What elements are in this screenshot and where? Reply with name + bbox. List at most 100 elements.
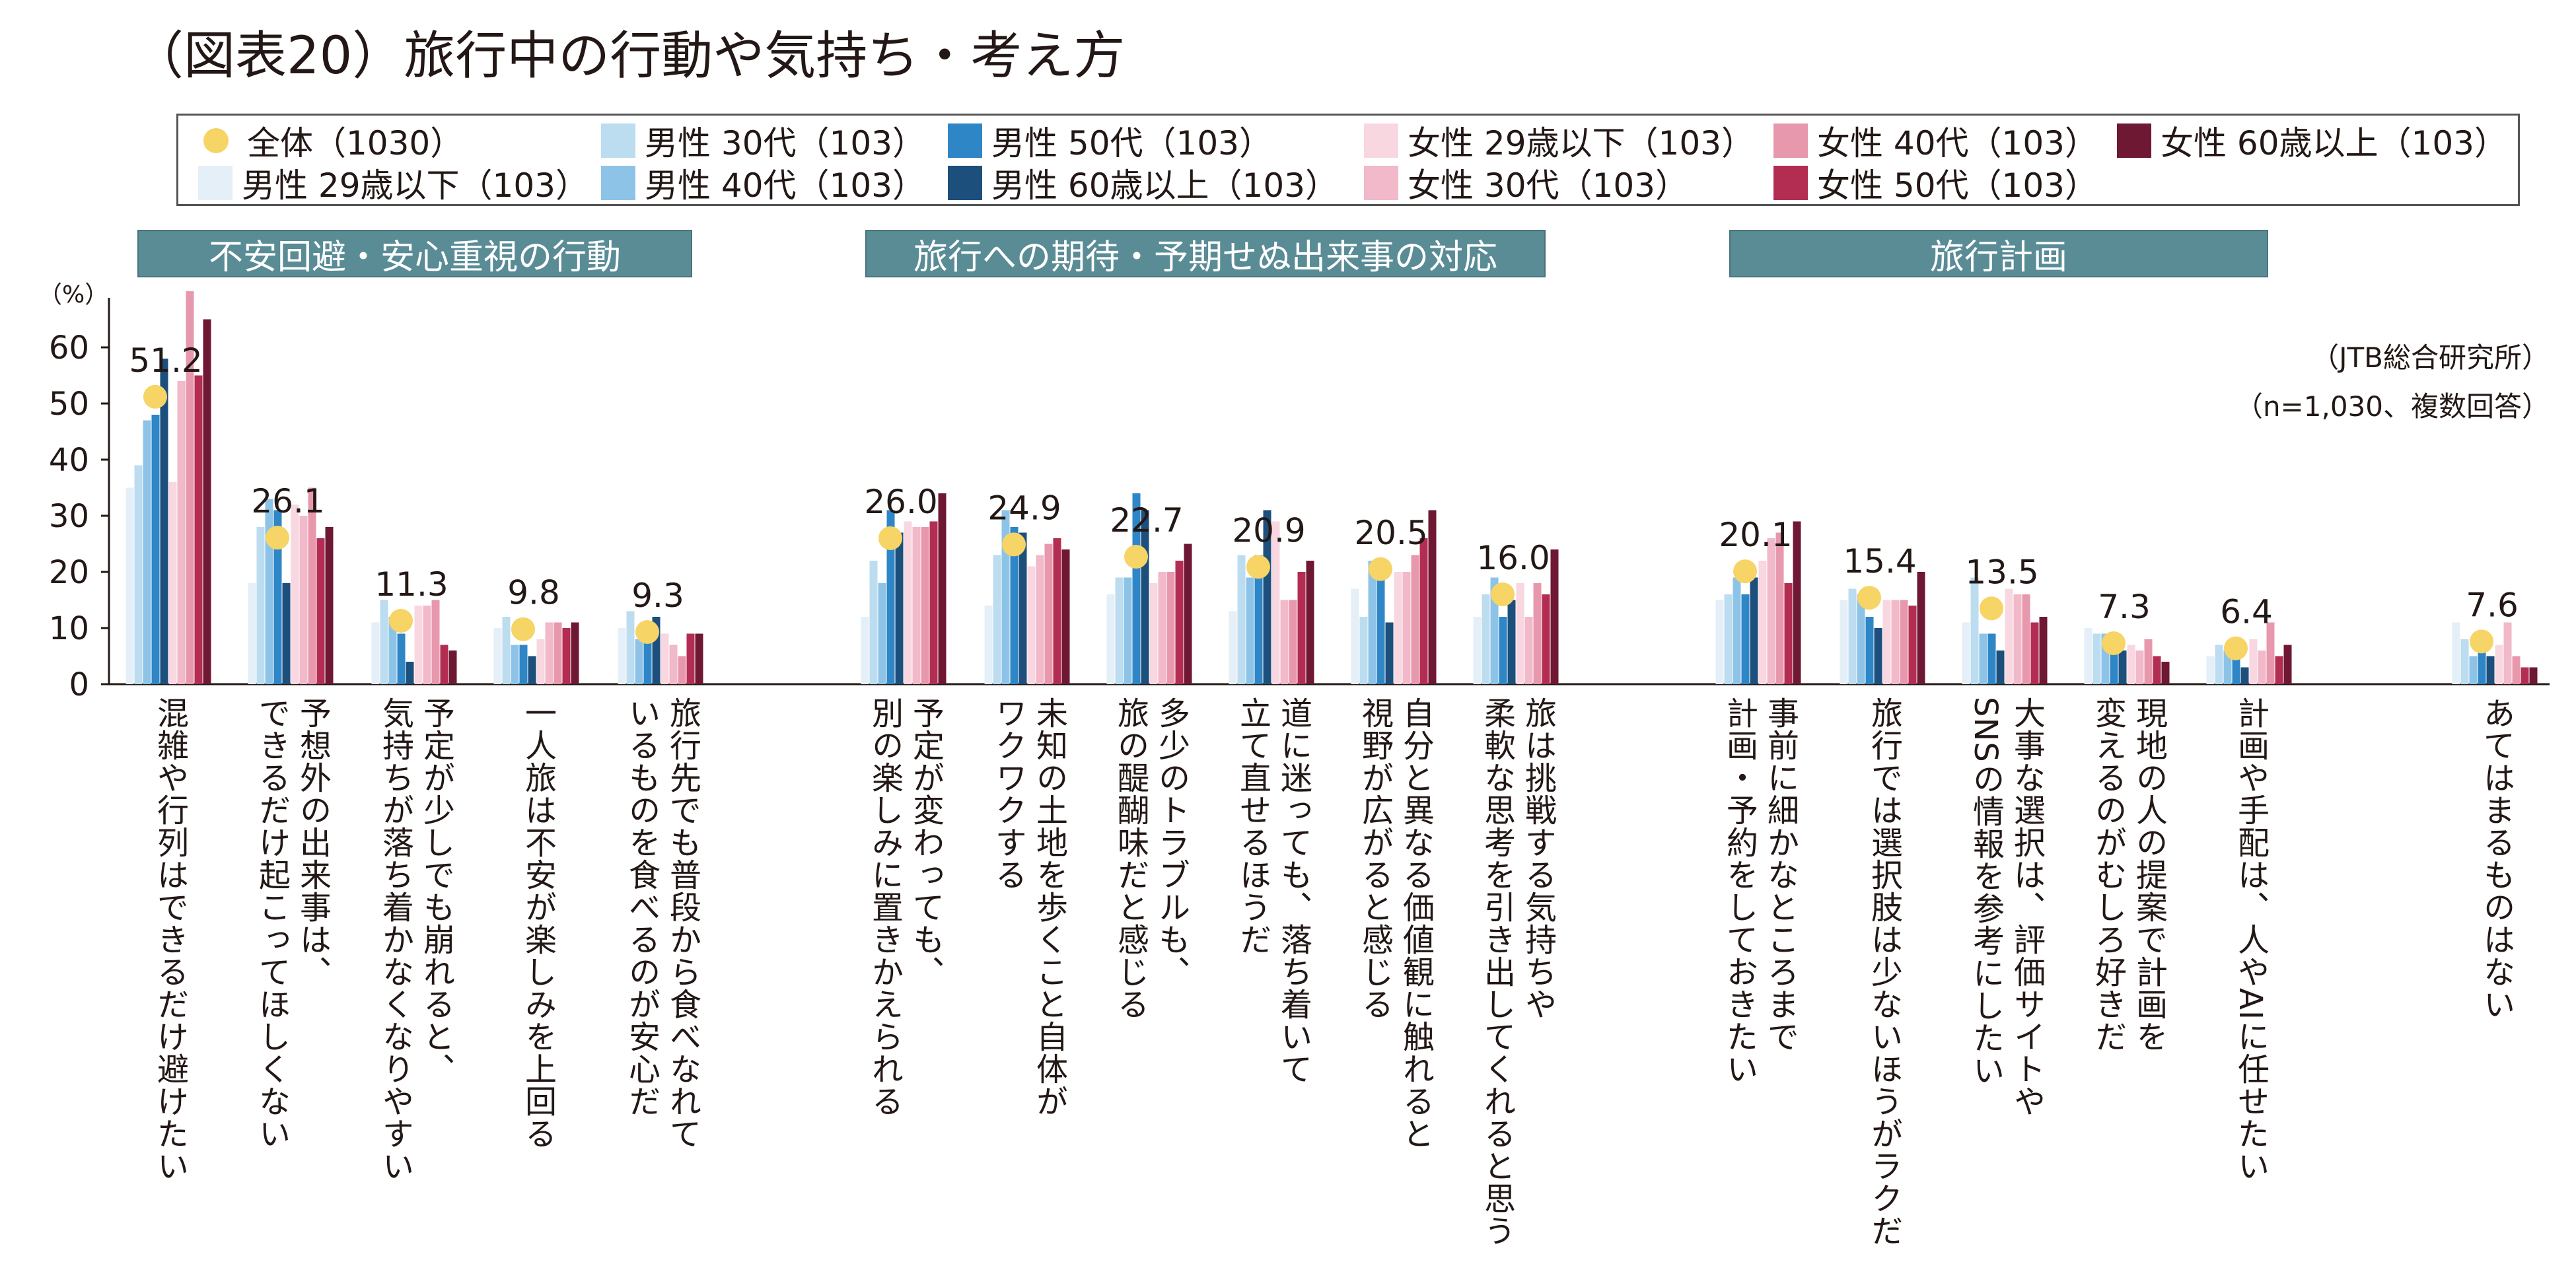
bar [1750,577,1758,684]
legend-label: 全体（1030） [247,124,464,162]
bar [1411,555,1419,684]
bar [1758,561,1767,684]
bar [2093,633,2101,684]
bar [571,622,579,684]
bar [1524,617,1533,684]
bar [686,633,695,684]
legend-label: 女性 30代（103） [1408,166,1688,205]
x-category-label: 旅行先でも普段から食べなれて いるものを食べるのが安心だ [623,697,701,1150]
bar [1124,577,1132,684]
x-category-label: 予想外の出来事は、 できるだけ起こってほしくない [253,697,331,1150]
y-unit-label: （%） [38,281,108,308]
bar [2232,656,2240,684]
bar [186,291,194,684]
x-category-label: あてはまるものはない [2478,697,2515,1020]
y-tick-label: 50 [49,386,89,423]
overall-point [1857,586,1881,610]
legend-swatch [2117,123,2151,158]
data-label: 26.1 [251,482,324,520]
legend-swatch [601,123,635,158]
bar [1385,622,1394,684]
x-category-label: 予定が変わっても、 別の楽しみに置きかえられる [866,697,944,1117]
bar [380,600,388,684]
bar [1027,566,1036,684]
bar [256,527,265,684]
bar [1542,594,1550,684]
bar [1351,588,1359,684]
bar [669,645,678,684]
bar [143,420,151,684]
bar [1793,521,1801,684]
bar [265,499,273,684]
bar [151,415,160,684]
data-label: 9.8 [507,574,560,612]
overall-point [1980,596,2003,621]
bar [618,628,626,684]
legend-item-male-under29: 男性 29歳以下（103） [198,163,589,205]
legend-label: 女性 50代（103） [1817,166,2098,205]
bar [406,662,414,684]
data-label: 7.3 [2098,588,2151,626]
x-category-label: 混雑や行列はできるだけ避けたい [151,697,188,1182]
source-note: （JTB総合研究所） [2311,341,2550,374]
x-category-label: 予定が少しでも崩れると、 気持ちが落ち着かなくなりやすい [376,697,454,1182]
group-label-travel-expectation: 旅行への期待・予期せぬ出来事の対応 [865,230,1546,277]
x-category-label: 多少のトラブルも、 旅の醍醐味だと感じる [1112,697,1190,1020]
data-label: 16.0 [1476,539,1550,577]
bar [1979,633,1987,684]
legend-label: 女性 29歳以下（103） [1408,124,1754,162]
overall-point [1002,532,1026,557]
bar [125,487,134,684]
bar [273,510,282,684]
data-label: 20.5 [1354,514,1427,552]
bar [1767,538,1775,684]
bar-layer [125,291,2538,684]
bar [1840,600,1848,684]
x-category-label: 計画や手配は、人やAIに任せたい [2232,697,2269,1182]
bar [2135,651,2144,684]
bar [1419,538,1428,684]
bar [1237,555,1246,684]
bar [1106,594,1115,684]
x-category-label: 一人旅は不安が楽しみを上回る [519,697,556,1150]
bar [984,606,993,684]
bar [1874,628,1882,684]
bar [1784,583,1793,684]
legend-swatch [198,166,233,200]
bar [1394,572,1402,684]
legend-label: 男性 29歳以下（103） [242,166,589,205]
bar [1996,651,2005,684]
overall-point [1124,545,1148,569]
bar [2266,622,2275,684]
y-tick-label: 30 [49,498,89,535]
data-label: 7.6 [2466,586,2519,624]
bar [325,527,334,684]
legend-item-male-50s: 男性 50代（103） [948,121,1272,162]
bar [2460,639,2469,684]
bar [1229,611,1237,684]
bar [1053,538,1061,684]
bar [431,600,440,684]
legend-swatch [948,166,982,200]
overall-point [266,526,289,550]
bar [423,606,431,684]
x-category-label: 旅は挑戦する気持ちや 柔軟な思考を引き出してくれると思う [1478,697,1556,1247]
y-tick-label: 10 [49,610,89,647]
bar [1297,572,1306,684]
bar [1733,577,1741,684]
bar [248,583,256,684]
x-category-label: 旅行では選択肢は少ないほうがラクだ [1865,697,1902,1247]
bar [1377,566,1385,684]
bar [371,622,380,684]
legend-item-male-30s: 男性 30代（103） [601,121,925,162]
data-label: 24.9 [987,489,1061,527]
bar [562,628,571,684]
overall-point [878,526,902,550]
bar [993,555,1001,684]
bar [1368,561,1377,684]
data-label: 20.1 [1719,516,1792,554]
bar [2469,656,2478,684]
bar [194,375,203,684]
bar [1306,561,1314,684]
